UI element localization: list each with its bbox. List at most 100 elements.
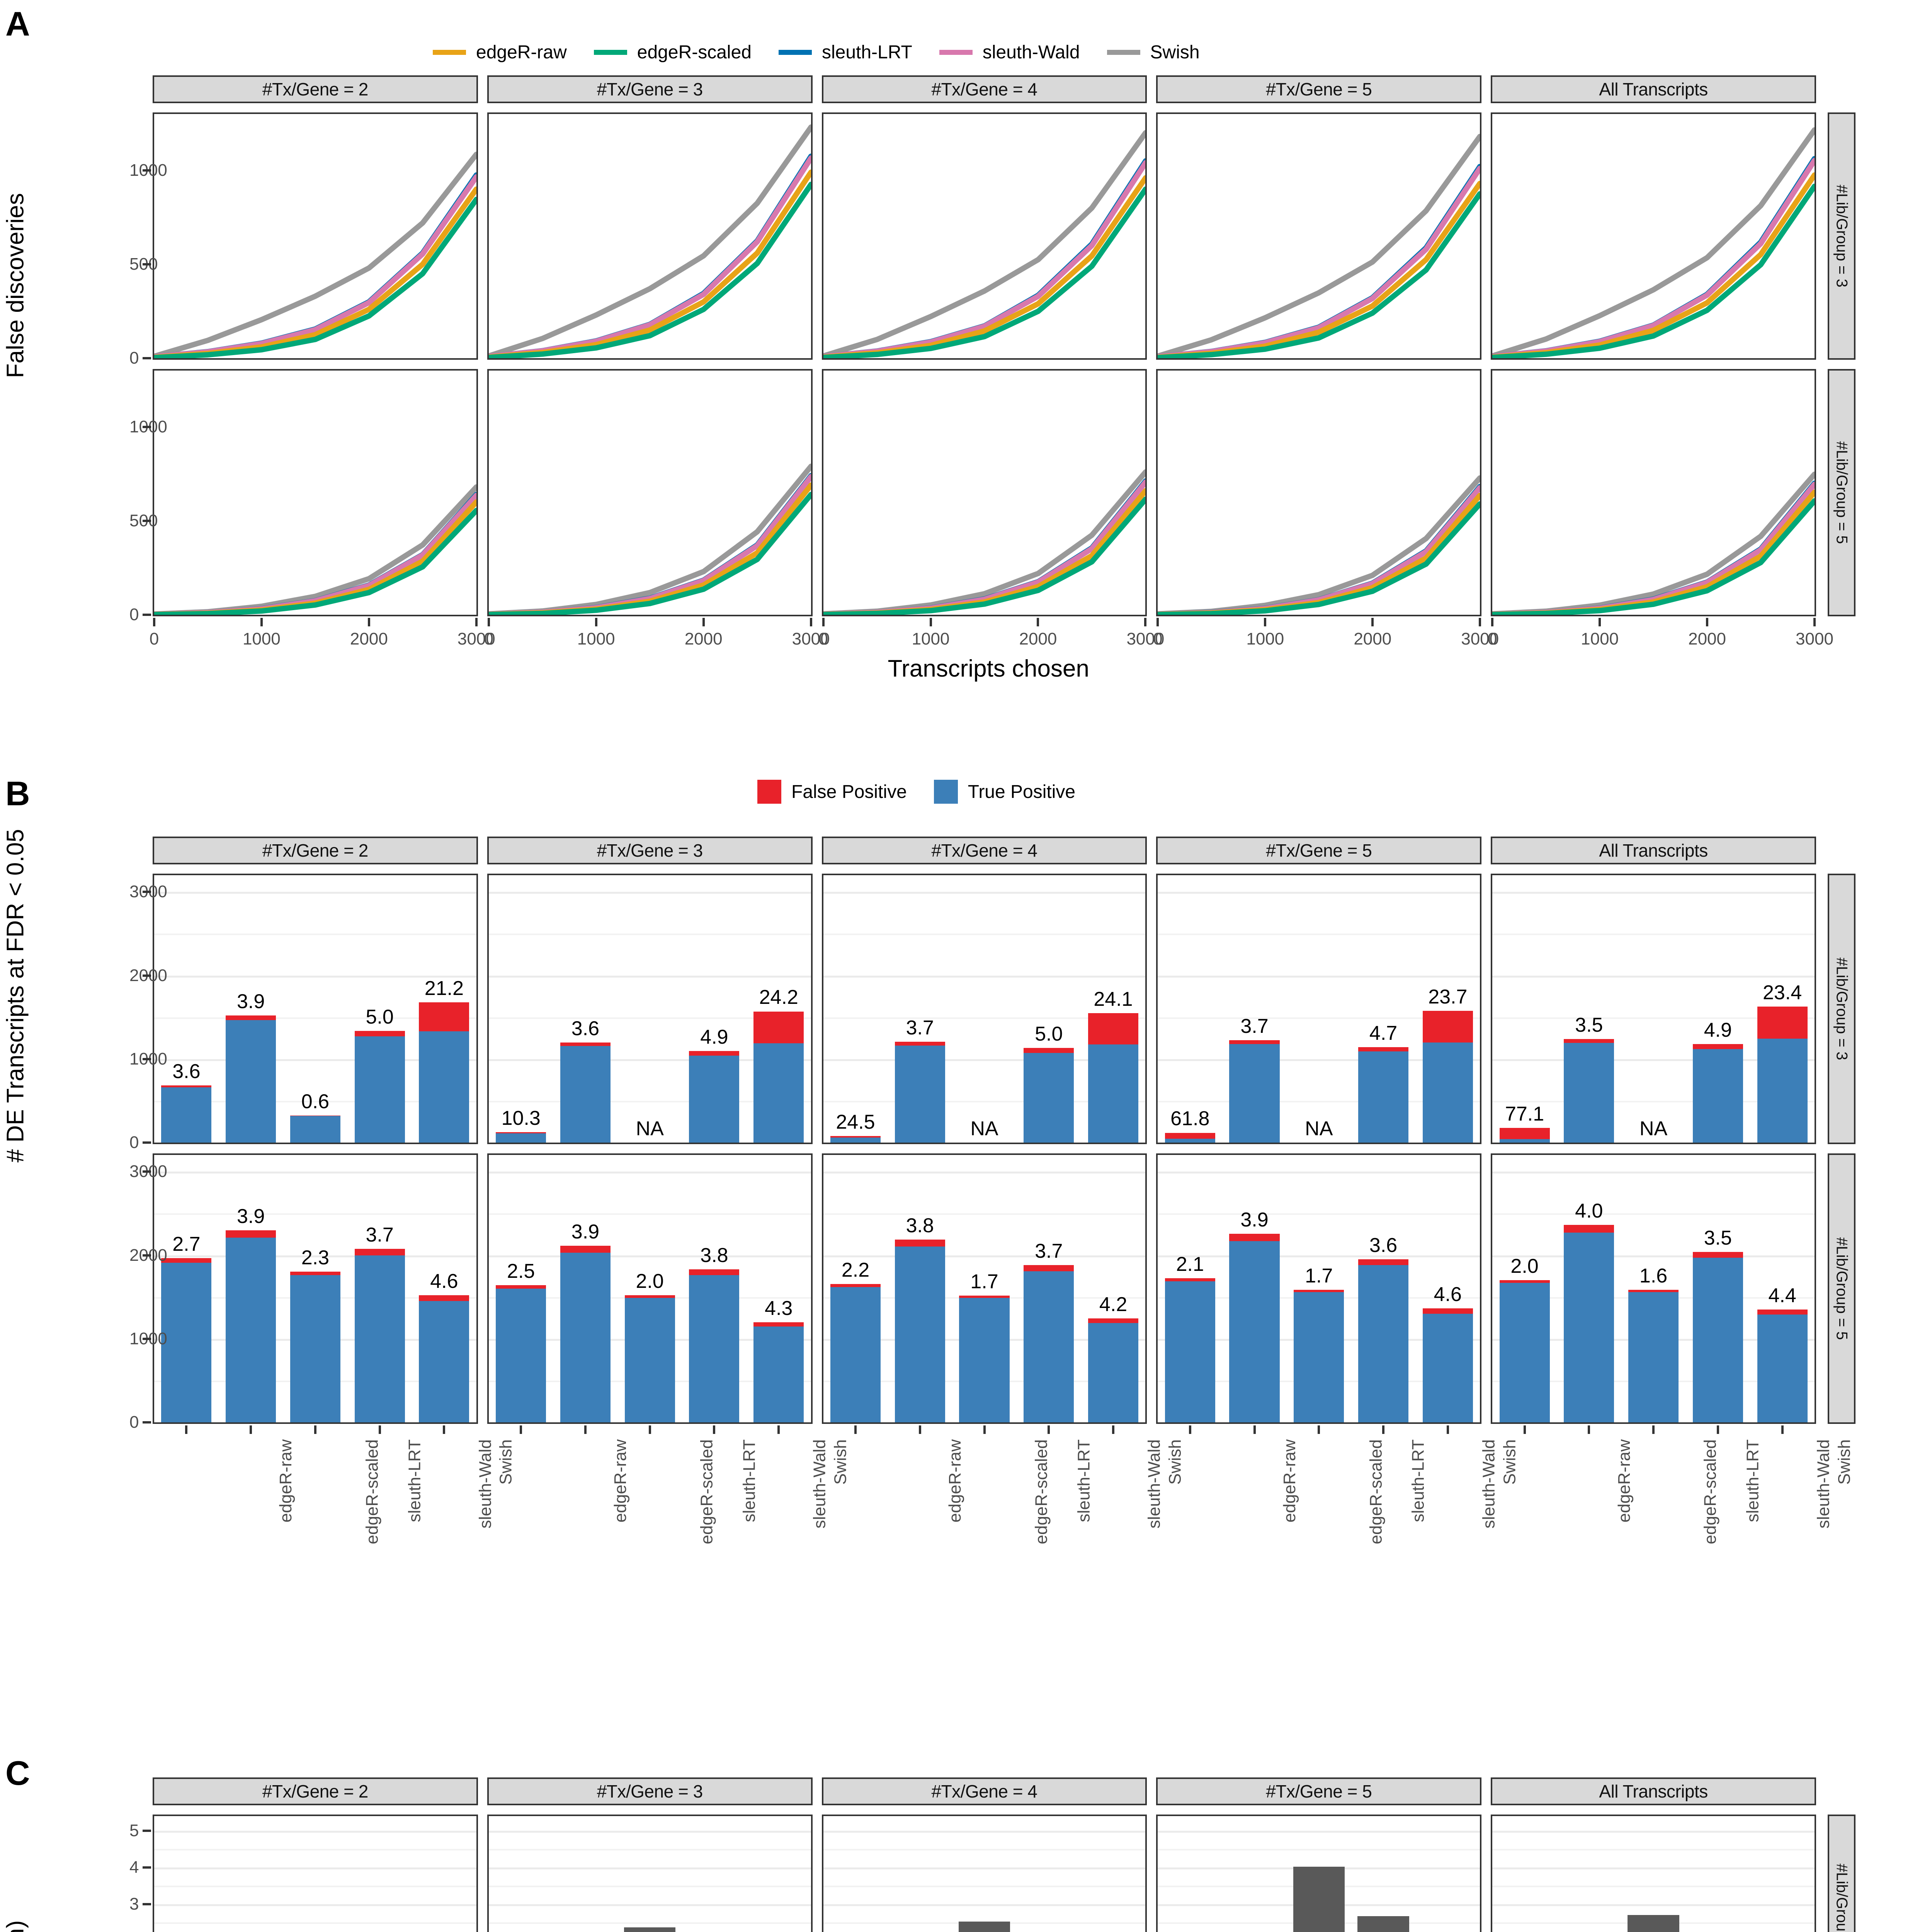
line-chart (154, 151, 476, 358)
stacked-bar-edger-raw[interactable] (161, 1085, 212, 1143)
gridline (488, 1922, 811, 1924)
time-bar-sleuth-lrt[interactable] (1628, 1915, 1679, 1932)
stacked-bar-sleuth-lrt[interactable] (1628, 1290, 1679, 1422)
time-bar-sleuth-lrt[interactable] (1293, 1866, 1345, 1932)
stacked-bar-edger-scaled[interactable] (1229, 1040, 1280, 1143)
stacked-bar-edger-raw[interactable] (1499, 1280, 1550, 1422)
gridline (488, 1172, 811, 1174)
panel-b-x-tick-label: edgeR-raw (276, 1439, 296, 1523)
bar-segment-false-positive (1229, 1040, 1280, 1044)
stacked-bar-swish[interactable] (1088, 1013, 1139, 1143)
bar-segment-false-positive (830, 1284, 881, 1287)
panel-a-x-tick-label: 0 (1153, 629, 1163, 648)
facet-cell-r2-c5: 2.0 4.0 1.6 3.5 4.4 (1491, 1153, 1816, 1424)
legend-entry-sleuth-lrt[interactable]: sleuth-LRT (778, 42, 912, 63)
stacked-bar-swish[interactable] (1088, 1318, 1139, 1422)
time-bar-sleuth-lrt[interactable] (624, 1927, 676, 1932)
series-line-Swish (154, 151, 476, 358)
legend-entry-edger-raw[interactable]: edgeR-raw (433, 42, 567, 63)
bar-segment-true-positive (1088, 1323, 1139, 1422)
stacked-bar-sleuth-wald[interactable] (689, 1051, 740, 1143)
bar-segment-true-positive (1564, 1233, 1614, 1422)
panel-a-x-tick-mark (810, 618, 812, 626)
stacked-bar-sleuth-wald[interactable] (354, 1031, 405, 1143)
stacked-bar-swish[interactable] (1757, 1006, 1808, 1143)
stacked-bar-edger-scaled[interactable] (895, 1239, 945, 1422)
legend-entry-false-positive[interactable]: False Positive (757, 780, 907, 804)
stacked-bar-edger-scaled[interactable] (226, 1230, 276, 1422)
stacked-bar-sleuth-wald[interactable] (1692, 1044, 1743, 1143)
bar-segment-true-positive (1499, 1282, 1550, 1422)
facet-cell-r2-c2 (487, 369, 813, 616)
stacked-bar-edger-scaled[interactable] (560, 1245, 611, 1422)
stacked-bar-sleuth-lrt[interactable] (624, 1295, 675, 1422)
stacked-bar-edger-raw[interactable] (161, 1258, 212, 1422)
stacked-bar-sleuth-lrt[interactable] (290, 1116, 340, 1143)
panel-b-x-tick-label: edgeR-raw (1280, 1439, 1299, 1523)
legend-label: sleuth-Wald (982, 42, 1080, 63)
stacked-bar-edger-scaled[interactable] (560, 1042, 611, 1143)
stacked-bar-sleuth-lrt[interactable] (1294, 1289, 1344, 1422)
stacked-bar-edger-raw[interactable] (496, 1132, 546, 1143)
gridline (154, 1172, 476, 1174)
bar-segment-false-positive (1088, 1013, 1139, 1044)
stacked-bar-edger-scaled[interactable] (226, 1015, 276, 1143)
time-bar-sleuth-lrt[interactable] (958, 1922, 1010, 1932)
stacked-bar-edger-raw[interactable] (1499, 1128, 1550, 1143)
facet-strip-row-1: #Lib/Group = 3 (1828, 874, 1855, 1144)
stacked-bar-edger-raw[interactable] (830, 1136, 881, 1143)
stacked-bar-swish[interactable] (1422, 1308, 1473, 1422)
gridline (1158, 1213, 1480, 1215)
stacked-bar-edger-raw[interactable] (1165, 1133, 1215, 1143)
stacked-bar-sleuth-wald[interactable] (1024, 1265, 1074, 1422)
stacked-bar-sleuth-wald[interactable] (1024, 1048, 1074, 1143)
facet-cell-r1-c3 (821, 1815, 1147, 1932)
facet-strip-row-1: #Lib/Group = 3 (1828, 112, 1855, 360)
stacked-bar-sleuth-wald[interactable] (354, 1248, 405, 1422)
stacked-bar-swish[interactable] (1757, 1310, 1808, 1422)
panel-c-y-tick-mark (143, 1829, 151, 1832)
gridline (1492, 975, 1815, 978)
legend-entry-edger-scaled[interactable]: edgeR-scaled (594, 42, 752, 63)
legend-entry-true-positive[interactable]: True Positive (934, 780, 1075, 804)
gridline (1158, 1143, 1480, 1144)
panel-a-x-tick-label: 2000 (350, 629, 388, 648)
stacked-bar-edger-scaled[interactable] (1564, 1225, 1614, 1422)
stacked-bar-edger-scaled[interactable] (895, 1042, 945, 1143)
panel-a-x-tick-label: 3000 (792, 629, 830, 648)
legend-entry-swish[interactable]: Swish (1107, 42, 1200, 63)
stacked-bar-swish[interactable] (753, 1011, 804, 1143)
facet-cell-r2-c4: 2.1 3.9 1.7 3.6 4.6 (1156, 1153, 1482, 1424)
stacked-bar-sleuth-wald[interactable] (1358, 1047, 1409, 1143)
bar-value-label: 4.2 (1099, 1293, 1128, 1316)
stacked-bar-swish[interactable] (419, 1295, 469, 1422)
stacked-bar-sleuth-wald[interactable] (1358, 1259, 1409, 1422)
facet-strip-row-2: #Lib/Group = 5 (1828, 369, 1855, 616)
gridline (1158, 934, 1480, 935)
panel-a-x-tick-label: 1000 (577, 629, 615, 648)
facet-strip-col-4: #Tx/Gene = 5 (1156, 837, 1482, 864)
stacked-bar-sleuth-lrt[interactable] (290, 1272, 340, 1422)
stacked-bar-edger-scaled[interactable] (1229, 1233, 1280, 1422)
time-bar-sleuth-wald[interactable] (1357, 1916, 1409, 1932)
legend-entry-sleuth-wald[interactable]: sleuth-Wald (939, 42, 1080, 63)
stacked-bar-sleuth-lrt[interactable] (959, 1296, 1010, 1422)
bar-segment-true-positive (753, 1043, 804, 1143)
bar-segment-true-positive (1692, 1258, 1743, 1422)
legend-label: False Positive (791, 781, 907, 802)
stacked-bar-edger-raw[interactable] (830, 1284, 881, 1422)
line-chart (1492, 127, 1815, 358)
stacked-bar-swish[interactable] (419, 1002, 469, 1143)
stacked-bar-edger-raw[interactable] (1165, 1278, 1215, 1422)
bar-segment-true-positive (226, 1020, 276, 1143)
stacked-bar-edger-scaled[interactable] (1564, 1039, 1614, 1143)
panel-c-y-tick-mark (143, 1903, 151, 1905)
panel-a-x-tick-label: 1000 (912, 629, 950, 648)
legend-swatch-icon (939, 50, 973, 55)
stacked-bar-swish[interactable] (1422, 1011, 1473, 1143)
stacked-bar-swish[interactable] (753, 1322, 804, 1422)
gridline (823, 975, 1146, 978)
stacked-bar-sleuth-wald[interactable] (689, 1269, 740, 1422)
stacked-bar-sleuth-wald[interactable] (1692, 1252, 1743, 1422)
stacked-bar-edger-raw[interactable] (496, 1285, 546, 1422)
